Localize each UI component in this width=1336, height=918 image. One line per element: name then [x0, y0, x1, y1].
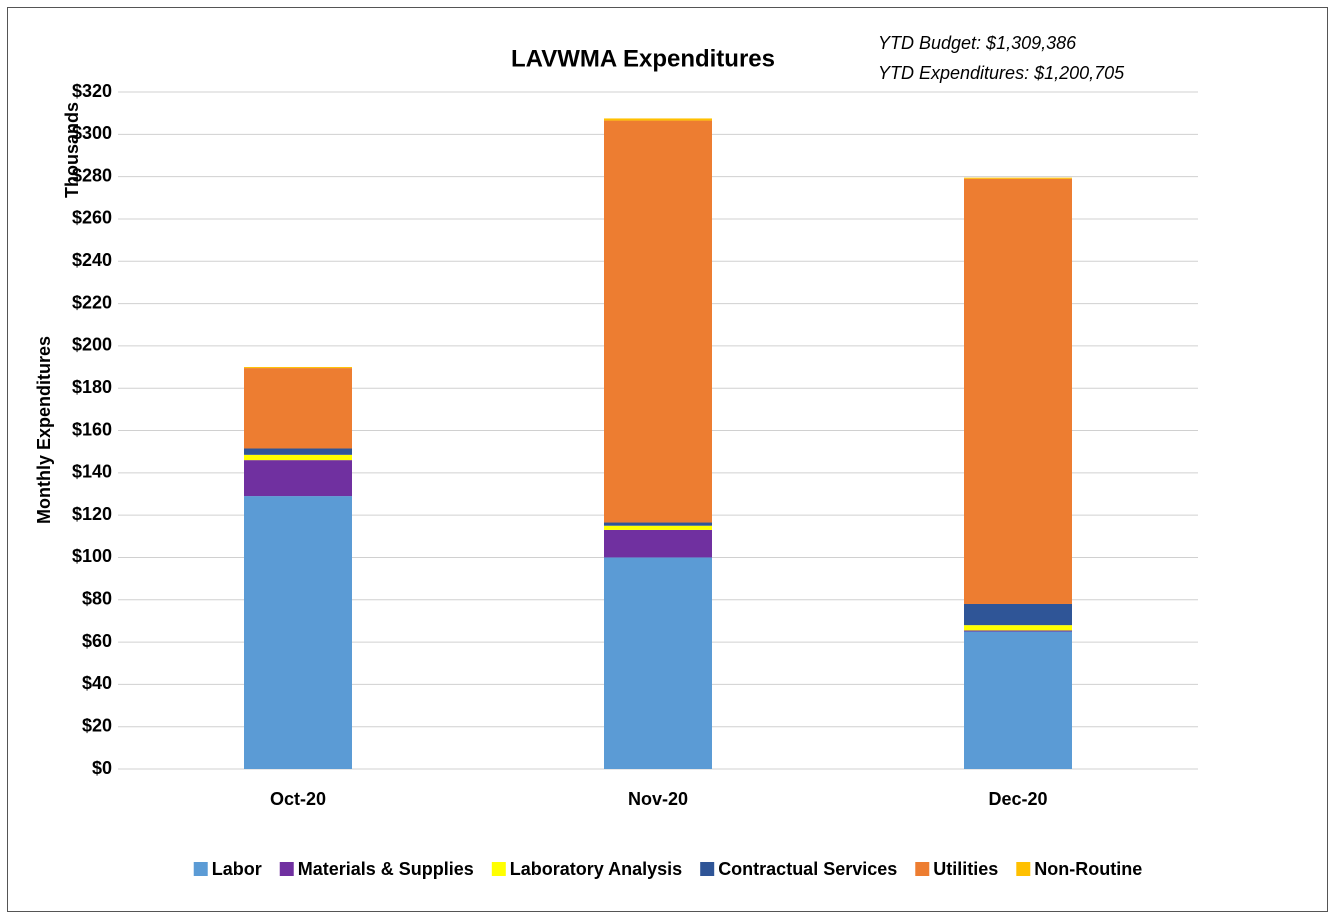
- x-tick-label: Nov-20: [628, 789, 688, 809]
- y-unit-label: Thousands: [62, 102, 82, 198]
- y-tick-label: $40: [82, 673, 112, 693]
- y-tick-label: $200: [72, 335, 112, 355]
- legend-label: Laboratory Analysis: [510, 859, 682, 879]
- bar-segment: [604, 557, 712, 769]
- chart-title: LAVWMA Expenditures: [511, 45, 775, 72]
- bar-segment: [604, 525, 712, 530]
- bar-segment: [604, 529, 712, 558]
- x-tick-label: Oct-20: [270, 789, 326, 809]
- legend-swatch: [193, 862, 208, 876]
- legend-swatch: [915, 862, 930, 876]
- y-tick-label: $300: [72, 123, 112, 143]
- y-tick-label: $60: [82, 631, 112, 651]
- y-axis-title: Monthly Expenditures: [34, 336, 54, 524]
- y-tick-label: $140: [72, 462, 112, 482]
- y-tick-label: $280: [72, 165, 112, 185]
- y-tick-label: $0: [92, 758, 112, 778]
- legend-swatch: [1016, 862, 1031, 876]
- bar-segment: [244, 496, 352, 769]
- y-tick-label: $260: [72, 208, 112, 228]
- y-tick-label: $220: [72, 292, 112, 312]
- y-tick-label: $240: [72, 250, 112, 270]
- bar-segment: [964, 178, 1072, 604]
- y-tick-label: $20: [82, 715, 112, 735]
- bar-segment: [964, 631, 1072, 769]
- annotation: YTD Budget: $1,309,386: [878, 33, 1077, 53]
- bar-segment: [244, 460, 352, 497]
- bar-segment: [964, 630, 1072, 632]
- bar-segment: [244, 368, 352, 449]
- legend-label: Contractual Services: [718, 859, 897, 879]
- bar-segment: [964, 625, 1072, 631]
- y-tick-label: $180: [72, 377, 112, 397]
- legend-label: Non-Routine: [1034, 859, 1142, 879]
- legend-label: Labor: [212, 859, 262, 879]
- x-tick-label: Dec-20: [988, 789, 1047, 809]
- bar-segment: [604, 118, 712, 121]
- bar-segment: [244, 448, 352, 455]
- y-tick-label: $120: [72, 504, 112, 524]
- y-tick-label: $80: [82, 589, 112, 609]
- y-tick-label: $100: [72, 546, 112, 566]
- legend-label: Materials & Supplies: [298, 859, 474, 879]
- bar-segment: [964, 177, 1072, 179]
- y-tick-label: $320: [72, 81, 112, 101]
- bar-segment: [244, 454, 352, 461]
- annotation: YTD Expenditures: $1,200,705: [878, 63, 1125, 83]
- legend-swatch: [279, 862, 294, 876]
- legend-label: Utilities: [933, 859, 998, 879]
- bar-segment: [964, 603, 1072, 626]
- legend-swatch: [700, 862, 715, 876]
- bar-segment: [604, 120, 712, 523]
- bar-segment: [604, 522, 712, 526]
- legend-swatch: [491, 862, 506, 876]
- y-tick-label: $160: [72, 419, 112, 439]
- bar-segment: [244, 367, 352, 369]
